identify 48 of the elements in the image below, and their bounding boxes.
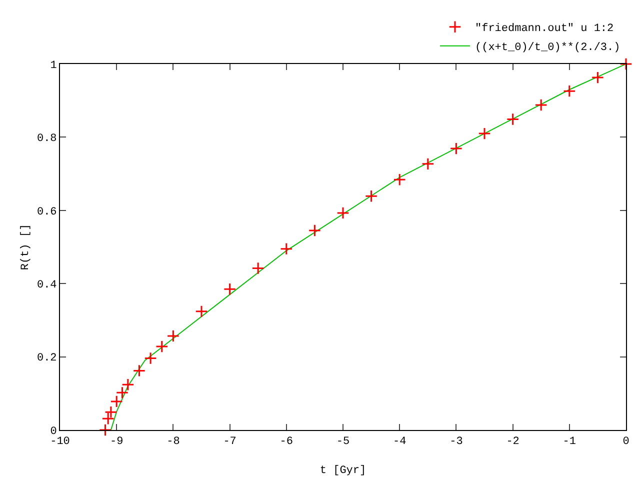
point: [280, 242, 293, 256]
x-tick-label: -6: [280, 436, 293, 448]
point: [620, 58, 632, 70]
x-tick-label: -3: [450, 436, 463, 448]
x-axis-title: t [Gyr]: [320, 465, 366, 477]
y-tick-label: 1: [50, 60, 58, 72]
y-tick-label: 0.8: [36, 133, 57, 146]
y-tick-label: 0: [50, 426, 57, 438]
point: [98, 424, 112, 436]
legend-label: ((x+t_0)/t_0)**(2./3.): [475, 42, 620, 54]
point: [102, 412, 114, 425]
point: [252, 262, 264, 275]
point: [534, 98, 548, 112]
point: [308, 224, 322, 237]
x-tick-label: -2: [506, 436, 520, 448]
point: [422, 158, 434, 170]
x-tick-label: 0: [622, 436, 630, 448]
x-tick-label: -10: [50, 436, 70, 448]
point: [195, 305, 208, 318]
x-tick-label: -5: [336, 436, 350, 448]
x-tick-label: -1: [562, 436, 576, 448]
legend-label: "friedmann.out" u 1:2: [475, 23, 614, 36]
point: [122, 378, 134, 391]
point: [110, 395, 123, 408]
x-tick-label: -7: [223, 436, 236, 448]
x-tick-label: -9: [110, 436, 124, 448]
line-series: [110, 64, 626, 430]
point: [223, 282, 236, 296]
point: [364, 190, 378, 202]
point: [393, 173, 406, 186]
point: [336, 206, 350, 220]
point: [116, 386, 129, 400]
point: [166, 330, 180, 342]
point: [506, 112, 520, 126]
point: [450, 142, 463, 155]
point: [144, 352, 157, 365]
y-axis-title: R(t) []: [20, 224, 32, 270]
point: [591, 71, 604, 84]
y-tick-label: 0.4: [36, 279, 58, 292]
x-tick-label: -4: [393, 436, 407, 448]
y-tick-label: 0.2: [36, 352, 57, 365]
y-tick-label: 0.6: [36, 206, 57, 218]
x-tick-label: -8: [166, 436, 180, 448]
point: [132, 364, 146, 378]
point: [478, 127, 491, 140]
point: [104, 406, 118, 418]
point: [563, 84, 576, 98]
point: [156, 340, 168, 353]
